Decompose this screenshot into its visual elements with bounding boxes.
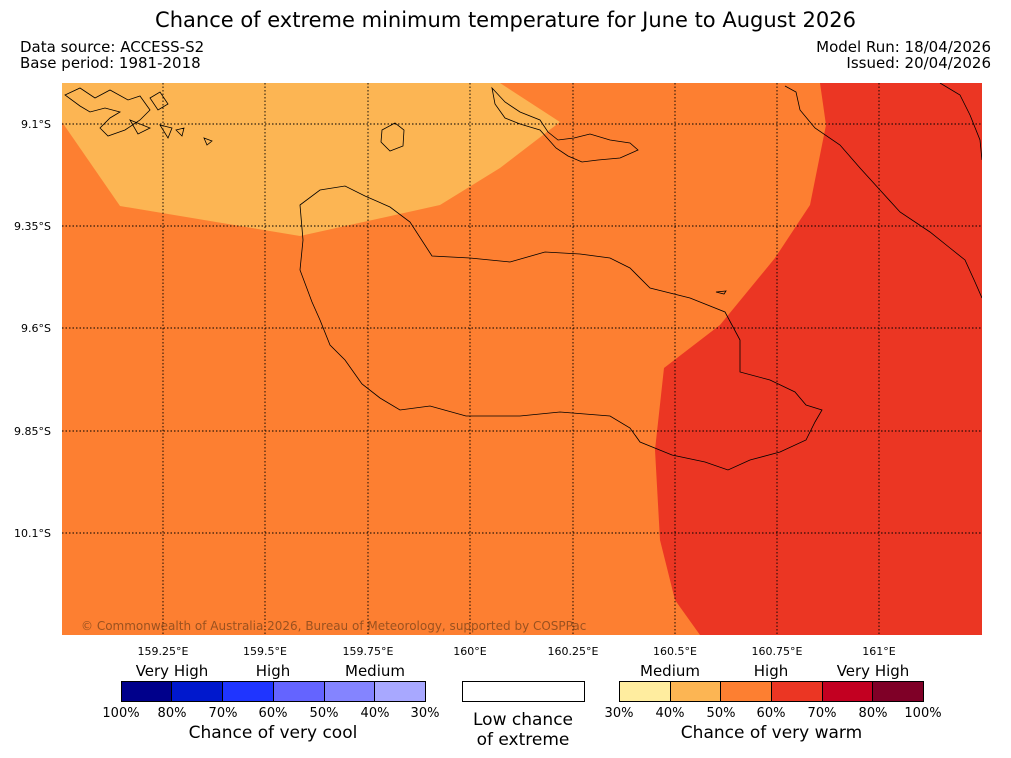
cool-caption: Chance of very cool [188,723,358,743]
cool-percent: 80% [157,706,187,721]
region-60-70 [655,83,982,635]
cool-swatch [222,681,274,702]
cool-percent: 60% [258,706,288,721]
warm-percent: 30% [604,706,634,721]
low-chance-swatch [462,681,585,702]
meta-right: Model Run: 18/04/2026 Issued: 20/04/2026 [816,39,991,71]
warm-caption: Chance of very warm [680,723,863,743]
warm-swatch [720,681,772,702]
warm-percent: 50% [706,706,736,721]
cool-heading: Very High [135,662,209,680]
model-run: Model Run: 18/04/2026 [816,38,991,56]
lon-label: 160.75°E [751,645,803,658]
lon-label: 159.5°E [243,645,287,658]
lat-label: 9.6°S [21,322,51,335]
lon-label: 161°E [862,645,896,658]
warm-swatch [619,681,671,702]
warm-heading: High [753,662,789,680]
cool-percent: 40% [360,706,390,721]
warm-swatch [670,681,721,702]
warm-percent: 40% [655,706,685,721]
russell-islands [64,87,213,146]
cool-swatch [324,681,375,702]
meta-left: Data source: ACCESS-S2 Base period: 1981… [20,39,204,71]
guadalcanal-coast [299,185,823,471]
warm-percent: 100% [904,706,942,721]
cool-percent: 70% [208,706,238,721]
cool-swatch [374,681,426,702]
lat-label: 9.85°S [14,425,51,438]
cool-swatch [171,681,223,702]
issued-date: Issued: 20/04/2026 [846,54,991,72]
warm-swatch [872,681,924,702]
warm-heading: Medium [640,662,700,680]
base-period: Base period: 1981-2018 [20,54,201,72]
lat-label: 10.1°S [14,527,51,540]
warm-percent: 80% [858,706,888,721]
cool-swatch [273,681,325,702]
small-islet [715,290,727,295]
cool-swatch [121,681,172,702]
cool-percent: 30% [410,706,440,721]
lat-label: 9.35°S [14,220,51,233]
data-source: Data source: ACCESS-S2 [20,38,205,56]
malaita-coast [784,85,982,299]
copyright-notice: © Commonwealth of Australia 2026, Bureau… [81,619,587,633]
cool-heading: High [255,662,291,680]
low-chance-line1: Low chance [473,710,573,730]
warm-heading: Very High [836,662,910,680]
warm-percent: 70% [807,706,837,721]
warm-swatch [822,681,873,702]
chart-title: Chance of extreme minimum temperature fo… [155,8,856,32]
lon-label: 159.75°E [342,645,394,658]
coastlines [64,83,982,471]
lon-label: 159.25°E [137,645,189,658]
region-40-50 [62,83,560,236]
cool-heading: Medium [345,662,405,680]
warm-percent: 60% [756,706,786,721]
low-chance-caption: Low chance of extreme [453,710,593,750]
cool-percent: 50% [309,706,339,721]
malaita-north [939,83,982,161]
lon-label: 160°E [453,645,487,658]
low-chance-line2: of extreme [476,730,570,750]
cool-percent: 100% [102,706,140,721]
graticule [62,83,982,635]
warm-swatch [771,681,823,702]
lat-label: 9.1°S [21,118,51,131]
lon-label: 160.25°E [547,645,599,658]
savo-island [380,122,405,152]
lon-label: 160.5°E [653,645,697,658]
